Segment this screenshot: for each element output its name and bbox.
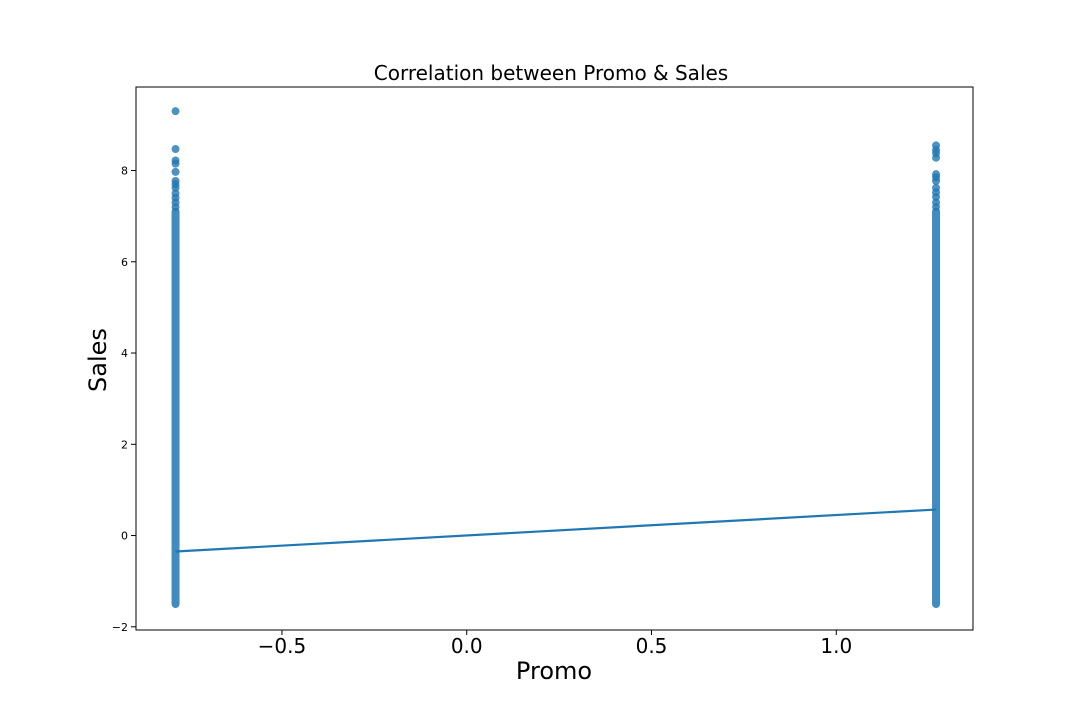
scatter-point <box>171 167 180 176</box>
scatter-point <box>932 192 941 201</box>
scatter-point <box>171 203 180 212</box>
y-tick-label: −2 <box>112 621 128 634</box>
x-tick-label: 0.5 <box>636 634 668 658</box>
y-tick-label: 0 <box>121 530 128 543</box>
y-tick-label: 8 <box>121 165 128 178</box>
x-axis-label: Promo <box>516 657 592 685</box>
scatter-point <box>932 176 941 185</box>
scatter-point <box>171 145 180 154</box>
regression-line <box>175 508 937 553</box>
plot-content <box>171 107 941 608</box>
scatter-point <box>932 203 941 212</box>
x-tick-label: −0.5 <box>258 634 307 658</box>
scatter-point-column <box>171 207 180 608</box>
y-axis-ticks: −2 0 2 4 6 8 <box>112 165 136 634</box>
scatter-point <box>932 153 941 162</box>
scatter-point <box>171 183 180 192</box>
scatter-point <box>171 159 180 168</box>
y-tick-label: 4 <box>121 347 128 360</box>
plot-frame <box>135 86 974 631</box>
y-tick-label: 2 <box>121 438 128 451</box>
scatter-point <box>171 107 180 116</box>
chart-title: Correlation between Promo & Sales <box>374 61 728 85</box>
x-tick-label: 0.0 <box>451 634 483 658</box>
y-axis-label: Sales <box>84 328 112 392</box>
scatter-point-column <box>932 207 941 608</box>
x-axis-ticks: −0.5 0.0 0.5 1.0 <box>258 630 852 658</box>
x-tick-label: 1.0 <box>820 634 852 658</box>
y-tick-label: 6 <box>121 256 128 269</box>
